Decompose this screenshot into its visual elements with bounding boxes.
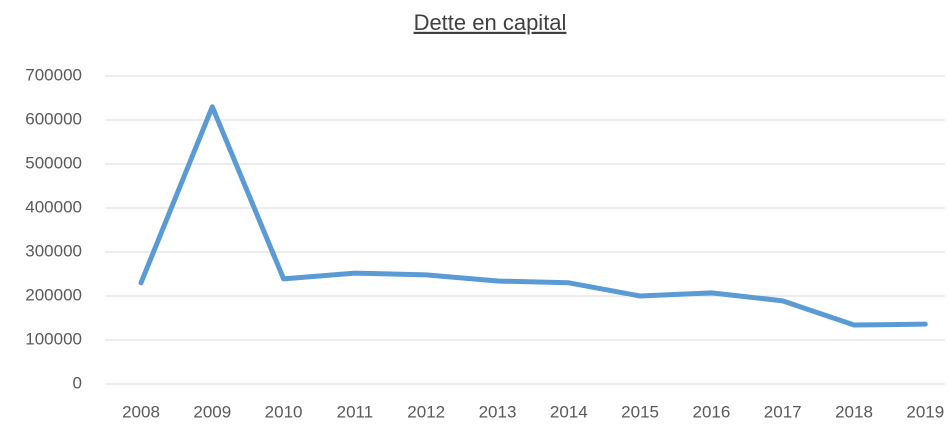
y-tick-label: 200000 <box>25 285 82 304</box>
x-tick-label: 2011 <box>337 402 374 421</box>
x-tick-label: 2012 <box>407 402 445 421</box>
y-tick-label: 600000 <box>25 109 82 128</box>
x-tick-label: 2016 <box>692 402 730 421</box>
y-tick-label: 700000 <box>25 65 82 84</box>
y-tick-label: 500000 <box>25 153 82 172</box>
x-tick-label: 2018 <box>835 402 873 421</box>
x-tick-label: 2009 <box>193 402 231 421</box>
x-tick-label: 2013 <box>479 402 517 421</box>
line-series <box>138 104 928 328</box>
x-tick-label: 2017 <box>764 402 802 421</box>
x-tick-label: 2019 <box>906 402 944 421</box>
y-tick-label: 100000 <box>25 329 82 348</box>
x-tick-label: 2015 <box>621 402 659 421</box>
y-tick-label: 300000 <box>25 241 82 260</box>
x-tick-label: 2008 <box>122 402 160 421</box>
x-tick-label: 2010 <box>265 402 303 421</box>
chart-title: Dette en capital <box>414 10 567 35</box>
y-tick-label: 0 <box>73 373 82 392</box>
x-tick-label: 2014 <box>550 402 588 421</box>
y-tick-label: 400000 <box>25 197 82 216</box>
